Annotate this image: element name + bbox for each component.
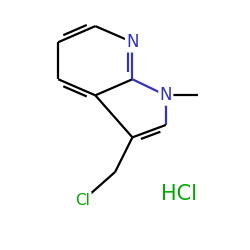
Text: N: N (126, 33, 139, 51)
Text: Cl: Cl (76, 193, 90, 208)
Text: HCl: HCl (162, 184, 198, 204)
Text: N: N (160, 86, 172, 104)
